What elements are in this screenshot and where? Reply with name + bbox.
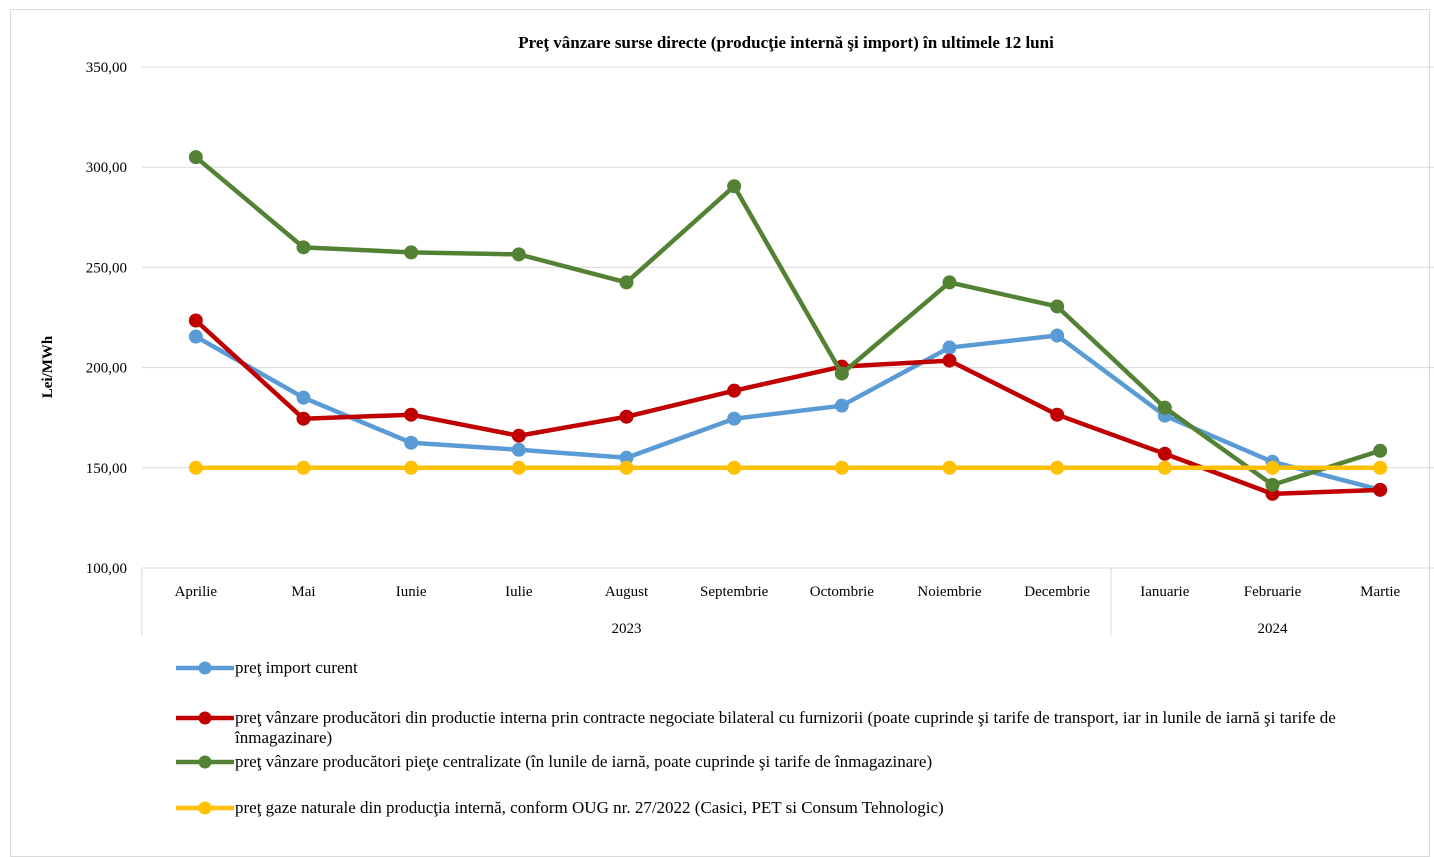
x-tick-label: August xyxy=(605,584,649,600)
series-4 xyxy=(188,460,1388,475)
data-point xyxy=(511,442,526,457)
data-point xyxy=(188,313,203,328)
data-point xyxy=(619,409,634,424)
data-point xyxy=(1373,482,1388,497)
data-point xyxy=(1157,446,1172,461)
data-point xyxy=(1373,460,1388,475)
chart-title: Preţ vânzare surse directe (producţie in… xyxy=(518,33,1054,52)
data-point xyxy=(1373,443,1388,458)
data-point xyxy=(296,240,311,255)
series-line xyxy=(193,333,1383,493)
y-axis-label: Lei/MWh xyxy=(40,335,56,398)
x-tick-label: Aprilie xyxy=(175,584,218,600)
x-tick-label: Iulie xyxy=(505,584,533,600)
data-point xyxy=(296,460,311,475)
data-point xyxy=(1157,460,1172,475)
legend-marker xyxy=(198,755,212,769)
legend-swatch xyxy=(176,711,234,725)
data-point xyxy=(727,383,742,398)
data-point xyxy=(727,411,742,426)
data-point xyxy=(619,460,634,475)
x-tick-label: Martie xyxy=(1360,584,1400,600)
series-2 xyxy=(188,313,1388,501)
data-point xyxy=(834,398,849,413)
x-axis: Aprilie Mai Iunie Iulie August Septembrie Octo… xyxy=(141,567,1434,637)
series-line xyxy=(193,318,1383,497)
data-point xyxy=(1265,477,1280,492)
data-point xyxy=(404,407,419,422)
legend-swatch xyxy=(176,801,234,815)
data-point xyxy=(188,460,203,475)
legend-swatch xyxy=(176,755,234,769)
data-point xyxy=(619,275,634,290)
x-tick-label: Decembrie xyxy=(1024,584,1090,600)
data-point xyxy=(188,150,203,165)
x-tick-label: Ianuarie xyxy=(1140,584,1189,600)
x-tick-label: Februarie xyxy=(1244,584,1302,600)
data-point xyxy=(1050,460,1065,475)
y-tick-label: 150,00 xyxy=(86,461,127,477)
series-lines xyxy=(188,150,1388,501)
data-point xyxy=(1157,400,1172,415)
legend-swatch xyxy=(176,661,234,675)
data-point xyxy=(404,460,419,475)
x-tick-label: Iunie xyxy=(396,584,427,600)
legend-label: preţ import curent xyxy=(235,658,358,677)
data-point xyxy=(727,179,742,194)
data-point xyxy=(1050,299,1065,314)
x-tick-label: Septembrie xyxy=(700,584,769,600)
data-point xyxy=(1050,328,1065,343)
y-tick-label: 350,00 xyxy=(86,60,127,76)
legend-label: preţ gaze naturale din producţia internă… xyxy=(235,798,944,817)
data-point xyxy=(942,275,957,290)
x-tick-label: Octombrie xyxy=(810,584,874,600)
x-tick-label: Noiembrie xyxy=(917,584,981,600)
data-point xyxy=(511,428,526,443)
y-tick-label: 200,00 xyxy=(86,361,127,377)
data-point xyxy=(727,460,742,475)
y-tick-label: 100,00 xyxy=(86,561,127,577)
data-point xyxy=(511,247,526,262)
data-point xyxy=(942,340,957,355)
data-point xyxy=(296,390,311,405)
data-point xyxy=(404,435,419,450)
y-tick-labels: 100,00 150,00 200,00 250,00 300,00 350,00 xyxy=(86,60,127,577)
y-tick-label: 250,00 xyxy=(86,260,127,276)
legend-marker xyxy=(198,661,212,675)
data-point xyxy=(834,460,849,475)
series-3 xyxy=(188,150,1388,492)
series-line xyxy=(193,154,1383,488)
data-point xyxy=(942,353,957,368)
data-point xyxy=(188,329,203,344)
data-point xyxy=(834,366,849,381)
x-group-label: 2023 xyxy=(612,621,642,637)
legend-marker xyxy=(198,711,212,725)
data-point xyxy=(511,460,526,475)
x-group-label: 2024 xyxy=(1258,621,1289,637)
legend-label: preţ vânzare producători pieţe centraliz… xyxy=(235,752,933,771)
data-point xyxy=(942,460,957,475)
data-point xyxy=(404,245,419,260)
legend-marker xyxy=(198,801,212,815)
data-point xyxy=(296,411,311,426)
gridlines xyxy=(142,66,1434,469)
y-tick-label: 300,00 xyxy=(86,160,127,176)
data-point xyxy=(1265,460,1280,475)
x-tick-label: Mai xyxy=(291,584,315,600)
data-point xyxy=(1050,407,1065,422)
legend-label: preţ vânzare producători din productie i… xyxy=(235,708,1336,747)
